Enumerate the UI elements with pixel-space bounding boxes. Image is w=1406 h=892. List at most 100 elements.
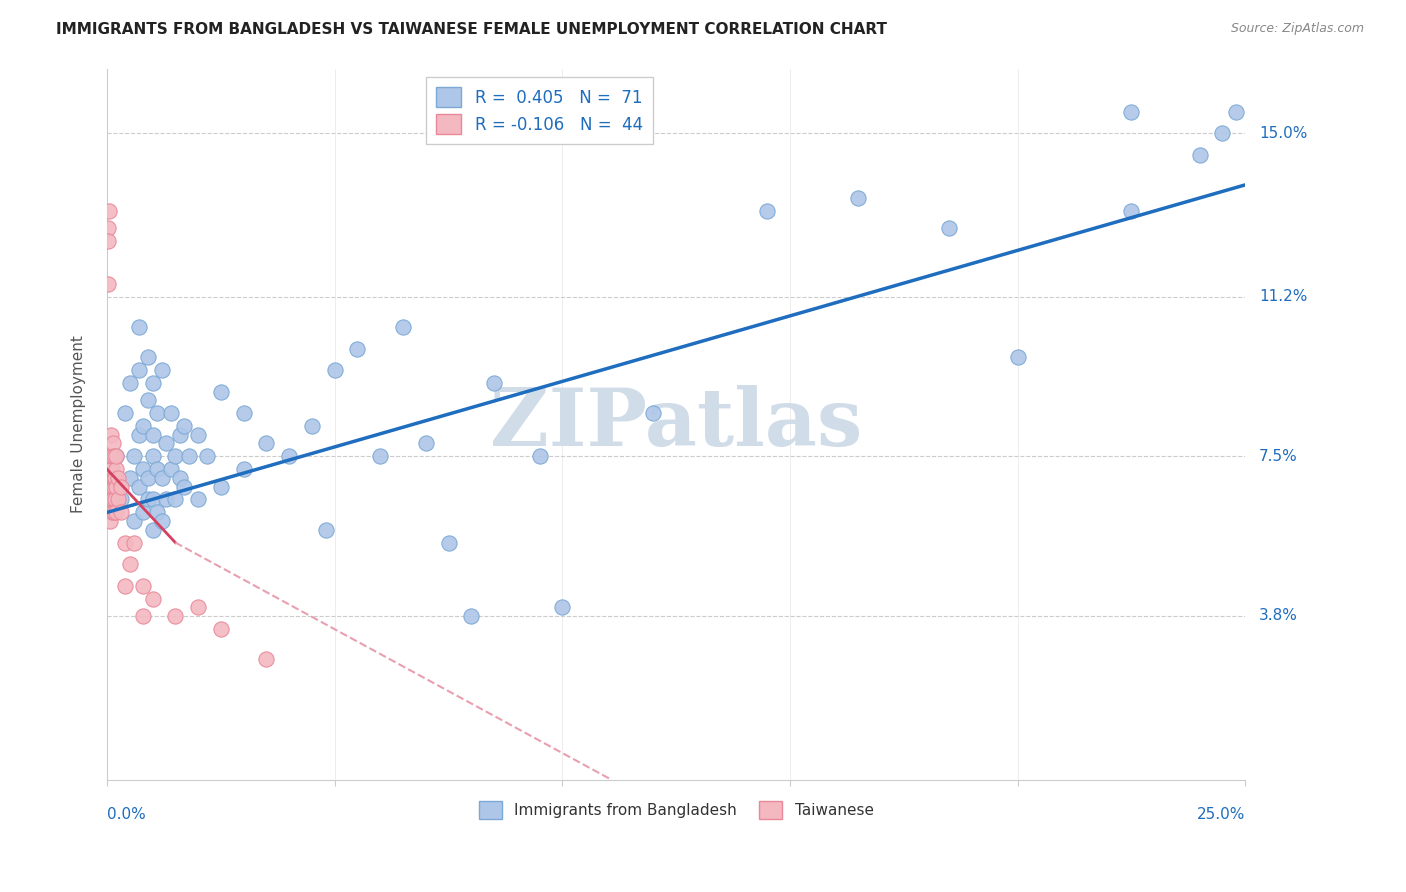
Text: 0.0%: 0.0% (107, 806, 146, 822)
Point (165, 450, 187, 464)
Point (118, 557, 141, 571)
Point (142, 427, 165, 442)
Point (110, 479, 132, 493)
Point (1211, 126, 1233, 140)
Point (551, 600, 574, 615)
Point (107, 492, 129, 507)
Point (150, 363, 173, 377)
Text: 25.0%: 25.0% (1197, 806, 1246, 822)
Point (114, 406, 136, 420)
Point (169, 427, 191, 442)
Point (254, 652, 277, 666)
Point (142, 450, 165, 464)
Point (232, 406, 254, 420)
Point (209, 384, 232, 399)
Point (128, 320, 150, 334)
Point (482, 376, 505, 391)
Point (209, 479, 232, 493)
Point (1225, 104, 1247, 119)
Point (124, 535, 146, 549)
Point (128, 427, 150, 442)
Point (132, 608, 155, 623)
Point (132, 462, 155, 476)
Point (124, 450, 146, 464)
Point (132, 505, 155, 519)
Point (187, 492, 209, 507)
Point (232, 462, 254, 476)
Point (136, 492, 159, 507)
Point (142, 376, 165, 391)
Text: 15.0%: 15.0% (1258, 126, 1308, 141)
Point (155, 492, 177, 507)
Point (165, 492, 187, 507)
Point (100, 450, 122, 464)
Point (118, 471, 141, 485)
Point (437, 535, 460, 549)
Point (165, 608, 187, 623)
Point (155, 436, 177, 450)
Point (132, 579, 155, 593)
Point (150, 514, 173, 528)
Point (118, 376, 141, 391)
Point (142, 492, 165, 507)
Point (195, 450, 218, 464)
Point (98, 479, 121, 493)
Text: 3.8%: 3.8% (1258, 608, 1298, 624)
Legend: Immigrants from Bangladesh, Taiwanese: Immigrants from Bangladesh, Taiwanese (472, 795, 880, 825)
Point (159, 462, 181, 476)
Point (97, 203, 120, 218)
Point (368, 450, 391, 464)
Point (103, 450, 125, 464)
Point (146, 505, 169, 519)
Point (323, 363, 346, 377)
Point (105, 450, 128, 464)
Point (146, 462, 169, 476)
Point (187, 427, 209, 442)
Text: 7.5%: 7.5% (1258, 449, 1298, 464)
Point (100, 492, 122, 507)
Point (846, 191, 869, 205)
Point (103, 479, 125, 493)
Point (177, 450, 200, 464)
Point (100, 462, 122, 476)
Point (97, 234, 120, 248)
Point (173, 479, 195, 493)
Point (938, 221, 960, 235)
Point (114, 579, 136, 593)
Point (101, 492, 124, 507)
Point (315, 523, 337, 537)
Point (98, 514, 121, 528)
Text: ZIPatlas: ZIPatlas (491, 385, 862, 463)
Point (187, 600, 209, 615)
Point (136, 351, 159, 365)
Point (101, 436, 124, 450)
Point (301, 419, 323, 434)
Point (209, 622, 232, 636)
Point (278, 450, 301, 464)
Point (529, 450, 551, 464)
Point (169, 471, 191, 485)
Point (1188, 147, 1211, 161)
Point (103, 471, 125, 485)
Point (146, 406, 169, 420)
Point (101, 471, 124, 485)
Y-axis label: Female Unemployment: Female Unemployment (72, 335, 86, 513)
Text: Source: ZipAtlas.com: Source: ZipAtlas.com (1230, 22, 1364, 36)
Point (1007, 351, 1029, 365)
Text: 11.2%: 11.2% (1258, 289, 1308, 304)
Point (392, 320, 415, 334)
Point (107, 471, 129, 485)
Point (105, 505, 128, 519)
Point (100, 505, 122, 519)
Point (136, 471, 159, 485)
Point (128, 479, 150, 493)
Point (254, 436, 277, 450)
Text: IMMIGRANTS FROM BANGLADESH VS TAIWANESE FEMALE UNEMPLOYMENT CORRELATION CHART: IMMIGRANTS FROM BANGLADESH VS TAIWANESE … (56, 22, 887, 37)
Point (150, 471, 173, 485)
Point (104, 471, 127, 485)
Point (100, 427, 122, 442)
Point (100, 450, 122, 464)
Point (105, 462, 128, 476)
Point (643, 406, 665, 420)
Point (98, 492, 121, 507)
